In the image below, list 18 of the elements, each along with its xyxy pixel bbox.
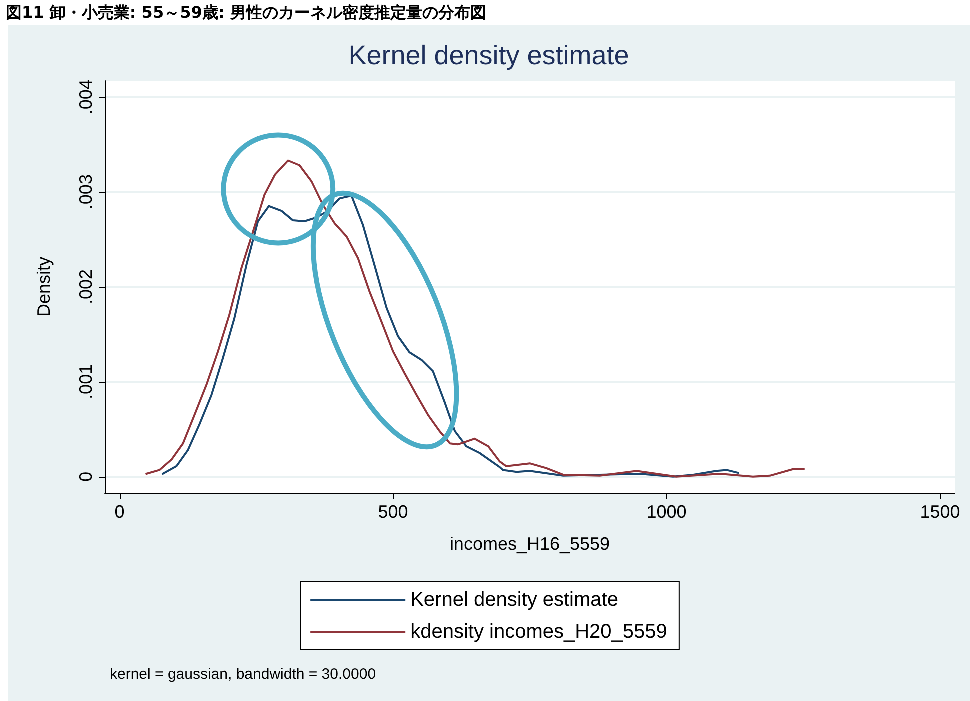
legend-label: Kernel density estimate [410,589,618,611]
legend-label: kdensity incomes_H20_5559 [410,621,668,643]
y-axis-title: Density [34,256,54,318]
text: kernel = gaussian, bandwidth = 30.0000 [110,666,376,683]
line-series [146,160,806,478]
chart-subtitle: Kernel density estimate [348,40,630,70]
x-tick-label: 1500 [920,502,960,522]
y-tick-label: .001 [76,364,96,400]
y-tick-label: 0 [76,472,96,482]
y-tick-label: .002 [76,269,96,305]
y-tick-label: .004 [76,80,96,115]
y-tick-label: .003 [76,174,96,210]
line-series [162,194,740,478]
x-tick-label: 0 [114,502,125,522]
x-axis-title: incomes_H16_5559 [450,534,610,554]
x-tick-label: 1000 [646,502,687,522]
chart-title: 図11 卸・小売業: 55～59歳: 男性のカーネル密度推定量の分布図 [6,3,486,23]
x-tick-label: 500 [378,502,408,522]
